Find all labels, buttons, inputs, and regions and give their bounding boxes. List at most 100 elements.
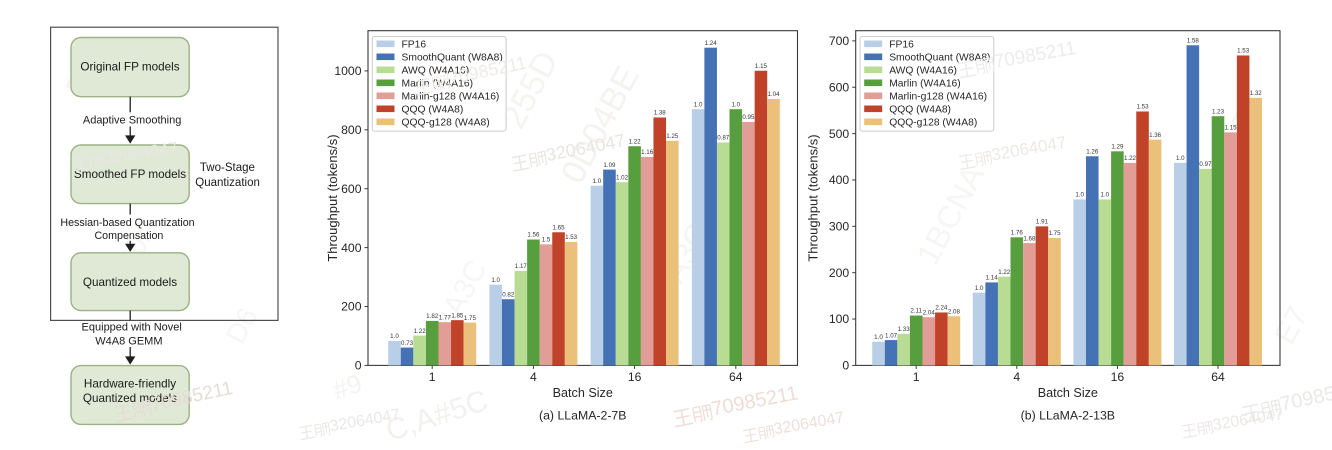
svg-text:2.04: 2.04 — [923, 309, 936, 316]
svg-text:1: 1 — [429, 370, 436, 384]
svg-text:1.0: 1.0 — [1176, 155, 1185, 162]
svg-text:QQQ (W4A8): QQQ (W4A8) — [889, 104, 951, 115]
svg-text:700: 700 — [829, 34, 850, 48]
svg-text:1.53: 1.53 — [565, 234, 578, 241]
svg-text:16: 16 — [628, 370, 642, 384]
svg-text:400: 400 — [829, 173, 850, 187]
svg-text:1.5: 1.5 — [542, 237, 551, 244]
svg-text:SmoothQuant (W8A8): SmoothQuant (W8A8) — [889, 52, 990, 63]
svg-text:(b) LLaMA-2-13B: (b) LLaMA-2-13B — [1021, 408, 1115, 422]
svg-text:Marlin-g128 (W4A16): Marlin-g128 (W4A16) — [889, 91, 987, 102]
svg-text:0.82: 0.82 — [502, 291, 515, 298]
svg-text:Quantization: Quantization — [195, 177, 260, 189]
svg-text:QQQ (W4A8): QQQ (W4A8) — [402, 104, 464, 115]
svg-text:1.29: 1.29 — [1111, 144, 1124, 151]
svg-text:1.53: 1.53 — [1137, 104, 1150, 111]
svg-text:0.73: 0.73 — [401, 340, 414, 347]
svg-text:1.68: 1.68 — [1023, 235, 1036, 242]
svg-text:1.0: 1.0 — [491, 277, 500, 284]
svg-text:1.0: 1.0 — [1075, 192, 1084, 199]
svg-text:Equipped with Novel: Equipped with Novel — [82, 322, 182, 334]
svg-text:1.15: 1.15 — [755, 63, 768, 70]
svg-text:0.87: 0.87 — [717, 135, 730, 142]
svg-text:QQQ-g128 (W4A8): QQQ-g128 (W4A8) — [889, 117, 977, 128]
svg-text:1.82: 1.82 — [426, 313, 439, 320]
svg-text:Throughput (tokens/s): Throughput (tokens/s) — [806, 134, 821, 261]
svg-text:1.0: 1.0 — [593, 178, 602, 185]
svg-text:200: 200 — [341, 300, 362, 314]
svg-text:200: 200 — [829, 266, 850, 280]
svg-text:Hessian-based Quantization: Hessian-based Quantization — [60, 217, 194, 229]
svg-text:1.09: 1.09 — [603, 162, 616, 169]
svg-text:1.22: 1.22 — [998, 269, 1011, 276]
svg-text:0: 0 — [355, 359, 362, 373]
svg-text:0.97: 0.97 — [1199, 161, 1212, 168]
svg-text:4: 4 — [1013, 370, 1020, 384]
svg-text:1.15: 1.15 — [1225, 125, 1238, 132]
svg-text:1.0: 1.0 — [390, 333, 399, 340]
svg-text:1.0: 1.0 — [694, 101, 703, 108]
svg-text:0.95: 0.95 — [742, 114, 755, 121]
svg-text:16: 16 — [1111, 370, 1125, 384]
svg-text:FP16: FP16 — [889, 39, 914, 50]
svg-text:1.77: 1.77 — [439, 314, 452, 321]
svg-text:Hardware-friendly: Hardware-friendly — [84, 377, 176, 390]
svg-text:64: 64 — [1211, 370, 1225, 384]
svg-text:1.75: 1.75 — [464, 315, 477, 322]
svg-text:500: 500 — [829, 127, 850, 141]
svg-text:1.75: 1.75 — [1048, 230, 1061, 237]
svg-text:600: 600 — [341, 182, 362, 196]
svg-text:1.65: 1.65 — [553, 224, 566, 231]
svg-text:Quantized models: Quantized models — [83, 276, 177, 289]
svg-text:1.85: 1.85 — [451, 312, 464, 319]
svg-text:1.0: 1.0 — [874, 334, 883, 341]
svg-text:1.0: 1.0 — [1101, 192, 1110, 199]
svg-text:1.16: 1.16 — [641, 149, 654, 156]
svg-text:1.0: 1.0 — [731, 101, 740, 108]
svg-text:400: 400 — [341, 241, 362, 255]
svg-text:300: 300 — [829, 220, 850, 234]
svg-text:64: 64 — [729, 370, 743, 384]
svg-text:Adaptive Smoothing: Adaptive Smoothing — [83, 115, 181, 127]
svg-text:0: 0 — [842, 359, 849, 373]
svg-text:1.26: 1.26 — [1086, 148, 1099, 155]
svg-text:1.91: 1.91 — [1036, 219, 1049, 226]
svg-text:1.56: 1.56 — [527, 232, 540, 239]
svg-text:1.02: 1.02 — [616, 174, 629, 181]
svg-text:1.58: 1.58 — [1187, 37, 1200, 44]
svg-text:Batch Size: Batch Size — [553, 386, 613, 400]
svg-text:SmoothQuant (W8A8): SmoothQuant (W8A8) — [402, 52, 503, 63]
svg-text:1.07: 1.07 — [885, 332, 898, 339]
svg-text:1000: 1000 — [334, 64, 361, 78]
svg-text:Smoothed FP models: Smoothed FP models — [74, 168, 186, 181]
svg-text:1.25: 1.25 — [666, 133, 679, 140]
svg-text:2.24: 2.24 — [935, 305, 948, 312]
svg-text:2.11: 2.11 — [910, 308, 922, 315]
svg-text:1.36: 1.36 — [1149, 132, 1162, 139]
svg-text:Quantized models: Quantized models — [83, 392, 177, 405]
svg-text:600: 600 — [829, 80, 850, 94]
svg-text:(a) LLaMA-2-7B: (a) LLaMA-2-7B — [539, 408, 626, 422]
svg-text:1.22: 1.22 — [414, 328, 427, 335]
svg-text:1.38: 1.38 — [654, 110, 667, 117]
svg-text:1.76: 1.76 — [1011, 230, 1024, 237]
svg-text:1.22: 1.22 — [629, 138, 642, 145]
svg-text:2.08: 2.08 — [948, 308, 961, 315]
svg-text:W4A8 GEMM: W4A8 GEMM — [95, 336, 162, 348]
svg-text:FP16: FP16 — [402, 39, 427, 50]
svg-text:Marlin-g128 (W4A16): Marlin-g128 (W4A16) — [402, 91, 500, 102]
svg-text:Original FP models: Original FP models — [80, 61, 179, 74]
svg-text:1.17: 1.17 — [515, 263, 528, 270]
svg-text:1.14: 1.14 — [986, 275, 999, 282]
svg-text:1.24: 1.24 — [705, 40, 718, 47]
svg-text:Marlin (W4A16): Marlin (W4A16) — [402, 78, 474, 89]
svg-text:AWQ (W4A16): AWQ (W4A16) — [402, 65, 470, 76]
svg-text:Batch Size: Batch Size — [1038, 386, 1098, 400]
svg-text:1.32: 1.32 — [1250, 90, 1263, 97]
svg-text:4: 4 — [530, 370, 537, 384]
svg-text:AWQ (W4A16): AWQ (W4A16) — [889, 65, 957, 76]
svg-text:1.0: 1.0 — [975, 285, 984, 292]
svg-text:1.22: 1.22 — [1124, 155, 1137, 162]
svg-text:800: 800 — [341, 123, 362, 137]
svg-text:QQQ-g128 (W4A8): QQQ-g128 (W4A8) — [402, 117, 490, 128]
